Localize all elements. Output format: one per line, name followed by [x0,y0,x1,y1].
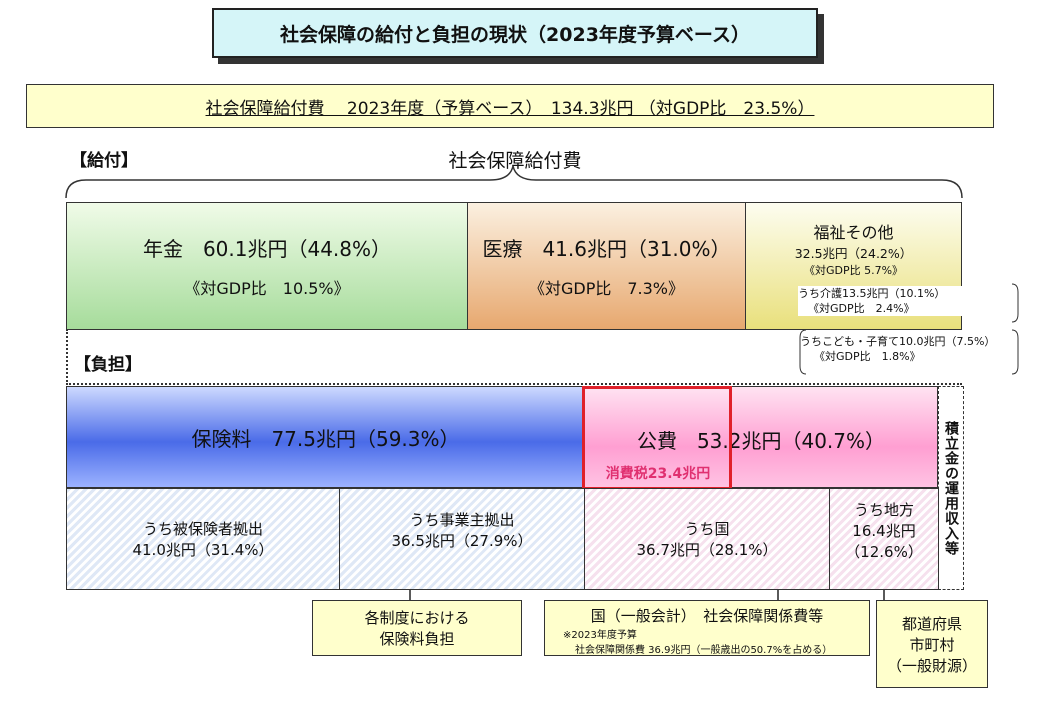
local-callout: 都道府県 市町村 （一般財源） [876,600,988,688]
sub-local-value: 16.4兆円 [852,521,916,540]
national-callout-note1: ※2023年度予算 [563,630,637,641]
national-callout-title: 国（一般会計） 社会保障関係費等 [590,607,824,625]
public-block: 公費 53.2兆円（40.7%） [584,386,938,488]
child-bracket-left [799,329,807,375]
sub-insured-label: うち被保険者拠出 [142,520,263,538]
page-title: 社会保障の給付と負担の現状（2023年度予算ベース） [212,8,818,58]
premium-label: 保険料 77.5兆円（59.3%） [191,426,460,451]
pension-block: 年金 60.1兆円（44.8%） 《対GDP比 10.5%》 [66,202,468,330]
pension-gdp: 《対GDP比 10.5%》 [184,279,350,298]
premium-block: 保険料 77.5兆円（59.3%） [66,386,585,488]
burden-section-label: 【負担】 [74,355,142,375]
benefits-section-label: 【給付】 [70,151,138,171]
local-callout-line1: 都道府県 [901,614,962,633]
care-gdp: 《対GDP比 2.4%》 [808,302,915,315]
public-label: 公費 53.2兆円（40.7%） [636,429,886,453]
care-note: うち介護13.5兆円（10.1%） 《対GDP比 2.4%》 [798,286,964,316]
consumption-tax-label: 消費税23.4兆円 [605,466,711,482]
sub-national-label: うち国 [684,520,730,538]
pension-title: 年金 60.1兆円（44.8%） [142,237,392,261]
child-note: うちこども・子育て10.0兆円（7.5%） 《対GDP比 1.8%》 [800,334,1012,364]
benefits-brace [65,165,963,199]
sub-local-block: うち地方 16.4兆円 （12.6%） [829,488,939,590]
insurance-callout-line1: 各制度における [364,609,470,627]
sub-employer-label: うち事業主拠出 [409,511,515,529]
child-gdp: 《対GDP比 1.8%》 [814,350,921,363]
child-bracket-right [1011,329,1019,375]
welfare-gdp: 《対GDP比 5.7%》 [803,264,904,277]
local-callout-line2: 市町村 [909,635,955,654]
child-amount: うちこども・子育て10.0兆円（7.5%） [800,335,996,348]
care-bracket-right [1011,283,1019,323]
sub-employer-value: 36.5兆円（27.9%） [391,532,533,550]
insurance-callout-line2: 保険料負担 [379,630,455,648]
sub-national-block: うち国 36.7兆円（28.1%） [584,488,830,590]
welfare-title: 福祉その他 [813,223,894,242]
welfare-amount: 32.5兆円（24.2%） [794,246,913,261]
sub-local-label: うち地方 [853,500,914,519]
sub-insured-block: うち被保険者拠出 41.0兆円（31.4%） [66,488,340,590]
medical-title: 医療 41.6兆円（31.0%） [482,237,731,261]
national-callout: 国（一般会計） 社会保障関係費等 ※2023年度予算 社会保障関係費 36.9兆… [544,600,870,656]
burden-dotted-frame [66,329,962,385]
medical-block: 医療 41.6兆円（31.0%） 《対GDP比 7.3%》 [467,202,746,330]
insurance-callout: 各制度における 保険料負担 [312,600,522,656]
national-callout-note2: 社会保障関係費 36.9兆円（一般歳出の50.7%を占める） [575,645,833,656]
care-amount: うち介護13.5兆円（10.1%） [798,287,946,300]
reserve-income-block: 積立金の運用収入等 [938,386,964,590]
summary-text: 社会保障給付費 2023年度（予算ベース） 134.3兆円 （対GDP比 23.… [205,98,815,119]
sub-local-pct: （12.6%） [845,542,923,561]
benefits-bracket-label: 社会保障給付費 [448,150,582,172]
medical-gdp: 《対GDP比 7.3%》 [528,279,685,298]
sub-national-value: 36.7兆円（28.1%） [636,541,778,559]
local-callout-line3: （一般財源） [886,656,977,675]
sub-insured-value: 41.0兆円（31.4%） [132,541,274,559]
summary-bar: 社会保障給付費 2023年度（予算ベース） 134.3兆円 （対GDP比 23.… [26,84,994,128]
sub-employer-block: うち事業主拠出 36.5兆円（27.9%） [339,488,585,590]
